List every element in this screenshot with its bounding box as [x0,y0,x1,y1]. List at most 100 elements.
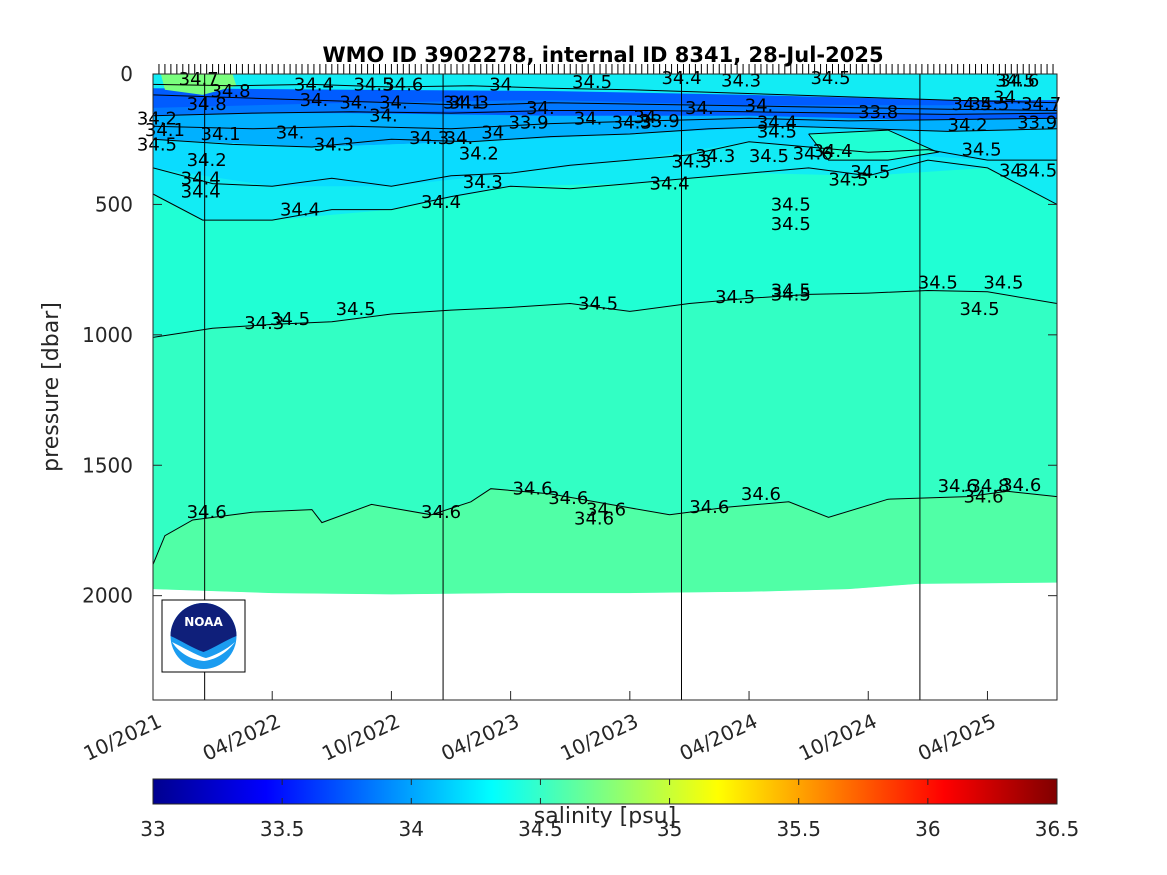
contour-label-18: 34. [379,93,408,114]
x-tick-label-3: 04/2023 [437,709,522,766]
contour-label-13: 34.4 [294,74,334,95]
cb-tick-label-2: 34 [399,817,424,841]
contour-label-53: 34.3 [695,146,735,167]
contour-label-5: 34.1 [201,124,241,145]
contour-label-47: 34.5 [771,280,811,301]
y-tick-label-1: 500 [95,192,133,216]
colorbar-gradient [152,778,1058,805]
contour-line-1 [153,289,1057,338]
contour-label-16: 34. [300,90,329,111]
x-tick-label-0: 10/2021 [80,709,165,766]
contour-label-20: 34.3 [409,128,449,149]
contour-label-6: 34.5 [137,134,177,155]
profile-ticks [158,64,1054,74]
contour-label-79: 34.5 [952,94,992,115]
x-tick-label-1: 04/2022 [199,709,284,766]
colorbar-ticks: 33 33.5 34 34.5 35 35.5 36 36.5 [140,779,1079,841]
contour-label-1: 34.8 [210,81,250,102]
contour-label-14: 34.5 [353,74,393,95]
contour-label-56: 34.4 [812,141,852,162]
x-tick-label-2: 10/2022 [318,709,403,766]
contour-label-45: 34.6 [741,484,781,505]
colorbar-label: salinity [psu] [534,804,676,829]
contour-label-33: 34. [633,107,662,128]
contour-label-21: 34. [445,128,474,149]
contour-label-52: 34.3 [671,151,711,172]
contour-labels: 34.734.834.834.234.1 34.134.534.234.434.4… [137,68,1061,530]
contour-label-9: 34.4 [181,181,221,202]
contour-label-71: 34.6 [1001,475,1041,496]
contour-label-66: 34.5 [959,299,999,320]
contour-label-38: 34.5 [578,294,618,315]
contour-label-77: 33.9 [1017,112,1057,133]
contour-label-10: 34.4 [280,200,320,221]
contour-label-82: 34.5 [757,121,797,142]
cb-tick-label-4: 35 [657,817,682,841]
cb-tick-label-1: 33.5 [260,817,305,841]
contour-label-68: 34.6 [938,476,978,497]
plot-frame [152,73,1058,701]
contour-label-44: 34.6 [689,497,729,518]
contour-label-70: 34.8 [969,476,1009,497]
cb-tick-label-3: 34.5 [518,817,563,841]
contour-label-43: 34.6 [421,502,461,523]
contour-label-39: 34.5 [336,299,376,320]
contour-label-85: 34. [685,98,714,119]
x-tick-label-7: 04/2025 [914,709,999,766]
chart-title: WMO ID 3902278, internal ID 8341, 28-Jul… [322,43,883,67]
salinity-patch-4 [153,74,1057,90]
contour-label-69: 34.6 [963,487,1003,508]
contour-label-60: 34.3 [721,71,761,92]
cb-tick-label-0: 33 [140,817,165,841]
contour-label-2: 34.8 [187,94,227,115]
contour-label-17: 34. [339,93,368,114]
contour-label-22: 34.2 [459,144,499,165]
contour-label-40: 34.5 [270,309,310,330]
contour-label-28: 33.9 [508,112,548,133]
contour-line-7 [153,83,1057,104]
contour-label-73: 34. [999,161,1028,182]
contour-label-41: 34.3 [244,313,284,334]
contour-label-12: 34.3 [314,134,354,155]
contour-line-3 [153,141,1057,187]
contour-label-65: 34.5 [983,273,1023,294]
salinity-patch-5 [160,74,237,95]
contour-label-81: 34.4 [757,112,797,133]
salinity-patch-6 [808,130,938,161]
contour-label-27: 34.3 [449,93,489,114]
contour-label-15: 34.6 [383,74,423,95]
contour-label-48: 34.5 [771,284,811,305]
contour-label-83: 34.3 [612,112,652,133]
contour-label-50: 34.5 [771,214,811,235]
y-axis-label: pressure [dbar] [39,302,64,472]
contour-label-46: 34.5 [715,287,755,308]
contour-label-74: 34.6 [999,71,1039,92]
contour-label-80: 34.5 [995,71,1035,92]
contour-line-0 [153,159,1057,221]
contour-label-51: 34.4 [650,174,690,195]
contour-label-75: 34. [993,87,1022,108]
contour-label-3: 34.2 [137,108,177,129]
contour-label-67: 34.5 [918,273,958,294]
contour-label-86: 34. [745,95,774,116]
y-tick-label-3: 1500 [82,453,133,477]
x-tick-label-6: 10/2024 [795,709,880,766]
contour-label-8: 34.4 [181,168,221,189]
y-tick-label-0: 0 [120,62,133,86]
contour-label-57: 34.5 [828,170,868,191]
contour-label-37: 34.6 [574,509,614,530]
salinity-fill-layer-34.6 [153,488,1057,595]
cb-tick-label-5: 35.5 [776,817,821,841]
contour-label-30: 34.5 [572,72,612,93]
vertical-marker-lines [204,74,921,700]
y-tick-label-4: 2000 [82,584,133,608]
contour-label-11: 34. [276,123,305,144]
contour-label-72: 34.5 [1017,161,1057,182]
x-tick-label-5: 04/2024 [676,709,761,766]
contour-line-8 [153,94,1057,111]
noaa-logo: NOAA [161,599,246,673]
contour-label-19: 34. [369,106,398,127]
colorbar: 33 33.5 34 34.5 35 35.5 36 36.5 salinity [psu] [140,778,1079,841]
cb-tick-label-6: 36 [915,817,940,841]
